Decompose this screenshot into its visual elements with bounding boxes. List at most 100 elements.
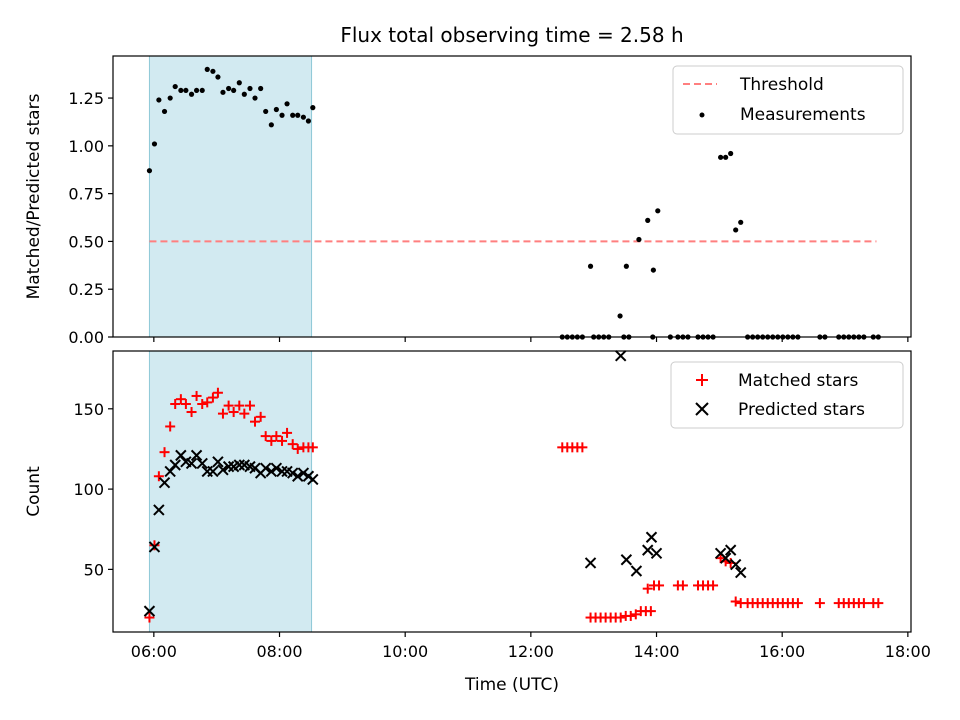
predicted-stars-point (297, 467, 310, 479)
predicted-stars-point (729, 558, 742, 571)
predicted-stars-point (630, 565, 643, 577)
measurement-point (236, 80, 242, 86)
predicted-stars-point (207, 465, 219, 478)
top-y-ticks: 0.00 0.25 0.50 0.75 1.00 1.25 (68, 89, 113, 347)
predicted-stars-point (292, 470, 304, 482)
y-tick-label: 0.00 (68, 328, 104, 347)
measurement-point (295, 112, 301, 118)
x-tick-label: 06:00 (131, 642, 177, 661)
matched-stars-point (814, 598, 825, 609)
predicted-stars-point (276, 465, 288, 478)
measurement-point (210, 68, 216, 74)
measurement-point (279, 112, 285, 118)
y-tick-label: 150 (73, 400, 104, 419)
matched-stars-point (159, 447, 170, 458)
matched-stars-point (144, 612, 155, 623)
predicted-stars-point (196, 457, 208, 470)
matched-stars-point (223, 400, 234, 411)
predicted-stars-point (719, 552, 732, 564)
predicted-stars-point (190, 449, 203, 462)
matched-stars-point (202, 397, 213, 408)
matched-stars-point (212, 387, 223, 398)
measurement-point (193, 87, 200, 94)
measurement-point (188, 91, 195, 97)
matched-stars-point (307, 442, 318, 453)
measurement-point (587, 263, 594, 269)
measurement-point (655, 208, 661, 214)
measurement-point (231, 87, 237, 94)
measurement-point (300, 114, 306, 120)
matched-stars-point (186, 407, 197, 418)
predicted-stars-point (217, 464, 229, 476)
predicted-stars-point (185, 457, 198, 470)
bottom-panel: 50 100 150 06:00 08:00 10:00 12:00 14:00 16:00 1… (24, 350, 931, 695)
top-panel: 0.00 0.25 0.50 0.75 1.00 1.25 Matched/Predict… (24, 55, 912, 347)
predicted-stars-point (158, 476, 171, 489)
predicted-stars-point (307, 473, 319, 486)
matched-stars-point (792, 598, 803, 609)
y-tick-label: 1.00 (68, 137, 104, 156)
predicted-stars-point (642, 544, 654, 556)
measurement-point (199, 87, 205, 94)
matched-stars-point (191, 390, 202, 401)
matched-stars-point (708, 580, 719, 591)
measurement-point (178, 87, 184, 94)
matched-stars-point (577, 442, 588, 453)
matched-stars-point (197, 398, 208, 409)
measurement-point (310, 105, 316, 111)
matched-stars-point (260, 431, 271, 442)
legend-measurements-label: Measurements (740, 105, 866, 125)
matched-stars-point (873, 598, 884, 609)
matched-stars-point (228, 407, 239, 418)
bottom-y-ticks: 50 100 150 (73, 400, 113, 579)
measurement-point (650, 267, 656, 273)
measurement-point (268, 122, 274, 128)
measurement-point (728, 150, 734, 157)
y-tick-label: 100 (73, 480, 104, 499)
x-axis-label: Time (UTC) (464, 675, 559, 695)
y-tick-label: 0.25 (68, 280, 104, 299)
predicted-stars-point (259, 462, 272, 474)
matched-stars-point (292, 443, 303, 454)
measurement-point (733, 227, 739, 233)
measurement-point (273, 106, 279, 113)
measurement-point (220, 89, 226, 95)
matched-stars-point (630, 609, 641, 620)
top-y-axis-label: Matched/Predicted stars (24, 93, 44, 299)
matched-stars-point (239, 408, 250, 419)
legend-predicted-swatch (695, 402, 709, 416)
measurement-point (258, 85, 264, 92)
measurement-point (305, 118, 312, 124)
matched-stars-point (858, 598, 869, 609)
matched-stars-point (234, 400, 245, 411)
matched-stars-point (175, 394, 186, 405)
measurement-point (247, 85, 253, 92)
y-tick-label: 50 (84, 560, 104, 579)
matched-stars-point (266, 435, 277, 446)
measurement-point (645, 217, 651, 223)
top-x-ticks (153, 337, 909, 342)
measurement-point (151, 141, 158, 147)
y-tick-label: 0.50 (68, 232, 104, 251)
predicted-stars-point (148, 541, 161, 553)
matched-stars-point (244, 400, 255, 411)
measurement-point (290, 112, 296, 118)
matched-stars-point (180, 398, 191, 409)
legend-predicted-label: Predicted stars (738, 400, 865, 420)
predicted-stars-point (650, 547, 663, 560)
measurement-point (156, 97, 162, 103)
measurement-point (226, 85, 232, 92)
measurement-point (215, 74, 221, 80)
x-tick-label: 12:00 (508, 642, 554, 661)
chart-title: Flux total observing time = 2.58 h (340, 23, 683, 47)
predicted-stars-point (620, 554, 633, 566)
measurement-point (146, 168, 153, 174)
legend-threshold-label: Threshold (739, 75, 824, 95)
measurement-point (183, 87, 189, 94)
x-tick-label: 08:00 (256, 642, 302, 661)
top-legend: Threshold Measurements (672, 65, 904, 135)
matched-stars-point (277, 435, 288, 446)
matched-stars-point (250, 416, 261, 427)
matched-stars-point (271, 431, 282, 442)
measurement-point (617, 313, 623, 319)
